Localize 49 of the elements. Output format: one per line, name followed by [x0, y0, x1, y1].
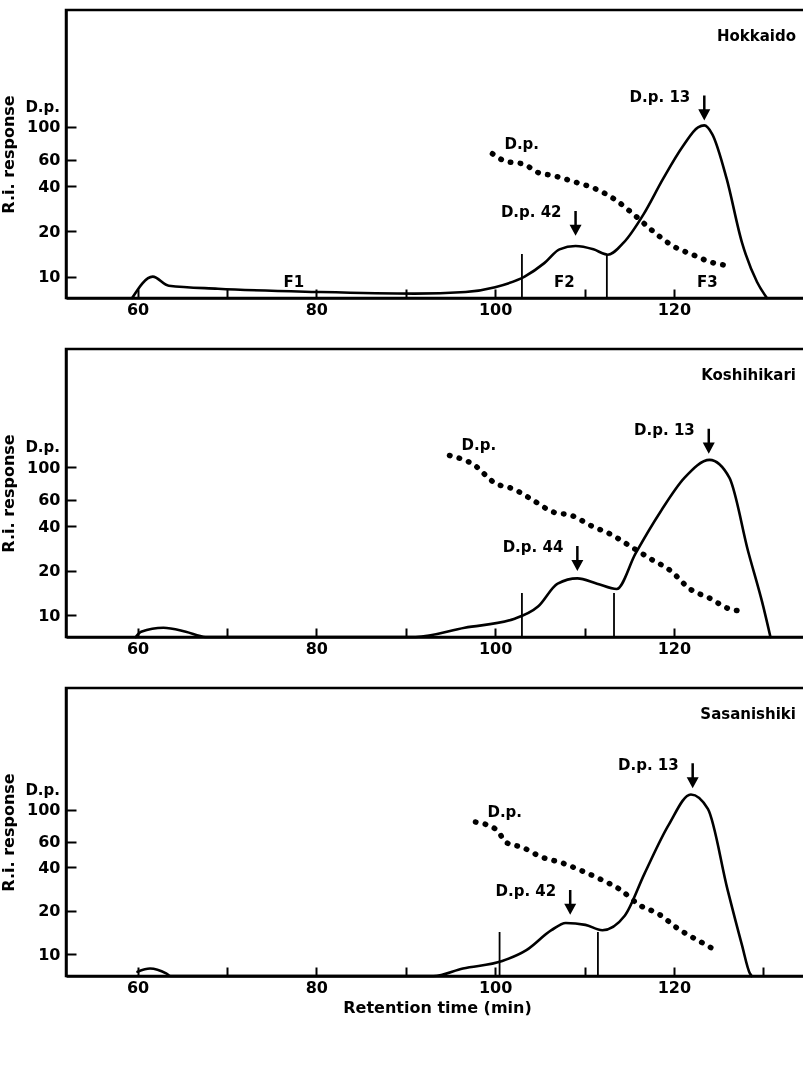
text: Koshihikari [701, 366, 796, 384]
x-axis-title: Retention time (min) [343, 997, 532, 1017]
y-tick-label: 10 [38, 944, 61, 964]
y-tick-label: 40 [38, 857, 61, 877]
y-tick-label: 60 [38, 832, 61, 852]
x-tick-label: 120 [657, 977, 692, 997]
x-tick-label: 80 [305, 299, 328, 319]
y-axis-title: R.i. response [0, 773, 19, 892]
series-label: D.p. [487, 803, 523, 822]
annotation: D.p. 42 [500, 203, 562, 222]
text: Sasanishiki [700, 705, 796, 723]
annotation: D.p. 42 [495, 882, 557, 901]
annotation: F3 [697, 273, 718, 291]
y-tick-label: 20 [38, 901, 61, 921]
annotation: D.p. 13 [634, 420, 695, 439]
x-tick-label: 120 [657, 638, 692, 658]
annotation: D.p. 13 [617, 755, 679, 774]
annotation: F2 [554, 273, 575, 291]
x-tick-label: 80 [305, 977, 328, 997]
y-tick-label: 100 [27, 800, 61, 820]
y-axis-title: R.i. response [0, 434, 19, 553]
y-tick-label: 10 [38, 267, 61, 287]
y-tick-label: 100 [27, 117, 61, 137]
x-tick-label: 80 [305, 638, 328, 658]
y-axis-title: R.i. response [0, 95, 19, 214]
annotation: F1 [283, 273, 305, 291]
y-tick-label: 60 [38, 150, 61, 170]
x-tick-label: 100 [478, 638, 513, 658]
text: D.p. [25, 97, 60, 116]
x-tick-label: 60 [126, 977, 150, 997]
x-tick-label: 120 [657, 299, 692, 319]
y-tick-label: 10 [38, 605, 61, 625]
y-tick-label: 20 [38, 561, 61, 581]
text: Hokkaido [716, 27, 796, 45]
y-tick-label: 100 [27, 457, 61, 477]
y-tick-label: 40 [38, 516, 61, 536]
x-tick-label: 100 [478, 977, 513, 997]
text: D.p. [25, 438, 60, 457]
y-tick-label: 60 [38, 490, 61, 510]
series-label: D.p. [461, 436, 497, 455]
annotation: D.p. 44 [502, 538, 564, 557]
x-tick-label: 60 [126, 638, 150, 658]
annotation: D.p. 13 [629, 87, 691, 106]
y-tick-label: 40 [38, 176, 61, 196]
text: D.p. [25, 780, 60, 799]
series-label: D.p. [504, 134, 540, 153]
y-tick-label: 20 [38, 221, 61, 241]
x-tick-label: 60 [126, 299, 150, 319]
x-tick-label: 100 [478, 299, 513, 319]
